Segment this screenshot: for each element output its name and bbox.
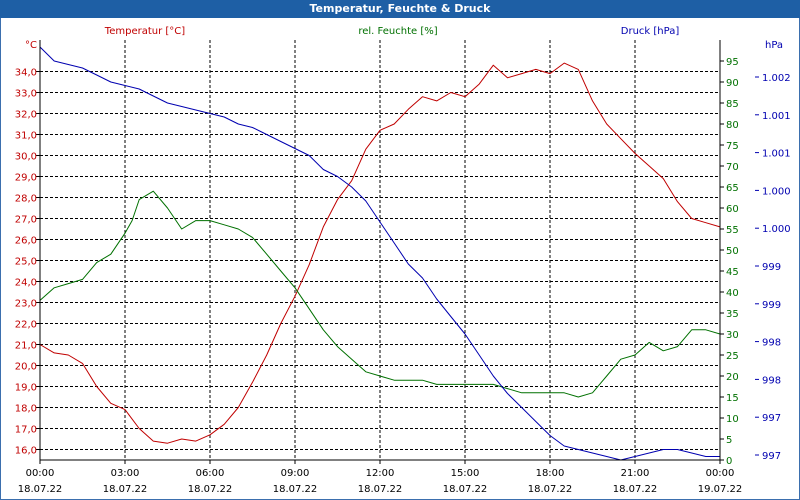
humidity-tick-label: 25 [726,351,739,362]
pressure-tick-label: 997 [762,451,781,462]
humidity-tick-label: 50 [726,246,739,257]
x-tick-date: 18.07.22 [358,484,403,495]
series-pressure-line [39,46,720,461]
x-tick-time: 18:00 [536,468,565,479]
x-tick-time: 15:00 [451,468,480,479]
x-tick-time: 06:00 [196,468,225,479]
x-tick-date: 18.07.22 [103,484,148,495]
temperature-tick-label: 33,0 [15,89,37,100]
humidity-tick-label: 45 [726,267,739,278]
humidity-tick-label: 0 [726,456,732,467]
x-tick-time: 09:00 [281,468,310,479]
pressure-tick-label: 1.001 [762,111,791,122]
pressure-unit-label: hPa [765,40,783,51]
temperature-tick-label: 16,0 [15,446,37,457]
humidity-tick-label: 30 [726,330,739,341]
pressure-tick-label: 999 [762,262,781,273]
x-tick-date: 18.07.22 [443,484,488,495]
pressure-tick-label: 998 [762,338,781,349]
x-tick-time: 00:00 [26,468,55,479]
x-tick-date: 18.07.22 [18,484,63,495]
x-tick-date: 18.07.22 [613,484,658,495]
temperature-tick-label: 23,0 [15,299,37,310]
x-tick-labels: 00:00 18.07.22 03:00 18.07.22 06:00 18.07.22 0… [18,460,743,495]
temperature-tick-label: 21,0 [15,341,37,352]
humidity-tick-label: 90 [726,78,739,89]
series-humidity-line [39,190,721,398]
temperature-tick-labels: 16,0 17,0 18,0 19,0 20,0 21,0 22,0 23,0 24,0 25,0… [15,68,40,457]
pressure-axis-title: Druck [hPa] [621,26,680,37]
humidity-tick-label: 20 [726,372,739,383]
x-tick-time: 03:00 [111,468,140,479]
humidity-tick-label: 80 [726,120,739,131]
temperature-tick-label: 25,0 [15,257,37,268]
humidity-tick-label: 15 [726,393,739,404]
temperature-tick-label: 20,0 [15,362,37,373]
pressure-tick-label: 997 [762,413,781,424]
temperature-unit-label: °C [25,40,37,51]
humidity-tick-label: 75 [726,141,739,152]
pressure-tick-label: 999 [762,300,781,311]
temperature-tick-label: 22,0 [15,320,37,331]
humidity-tick-label: 5 [726,435,732,446]
humidity-tick-label: 60 [726,204,739,215]
temperature-tick-label: 24,0 [15,278,37,289]
pressure-tick-label: 998 [762,375,781,386]
x-tick-date: 19.07.22 [698,484,743,495]
temperature-tick-label: 31,0 [15,131,37,142]
humidity-tick-labels: 0 5 10 15 20 25 30 35 40 45 50 55 60 65 70 75 80 85 90 95 [720,57,739,467]
temperature-tick-label: 32,0 [15,110,37,121]
temperature-tick-label: 18,0 [15,404,37,415]
humidity-tick-label: 35 [726,309,739,320]
window-title: Temperatur, Feuchte & Druck [0,0,800,18]
x-tick-date: 18.07.22 [273,484,318,495]
humidity-tick-label: 10 [726,414,739,425]
series-layer [39,46,721,461]
x-tick-date: 18.07.22 [188,484,233,495]
x-tick-time: 12:00 [366,468,395,479]
humidity-tick-label: 70 [726,162,739,173]
x-tick-date: 18.07.22 [528,484,573,495]
temperature-tick-label: 29,0 [15,173,37,184]
temperature-tick-label: 28,0 [15,194,37,205]
humidity-tick-label: 40 [726,288,739,299]
temperature-tick-label: 26,0 [15,236,37,247]
humidity-tick-label: 55 [726,225,739,236]
humidity-tick-label: 85 [726,99,739,110]
temperature-tick-label: 27,0 [15,215,37,226]
humidity-axis-title: rel. Feuchte [%] [358,26,437,37]
grid [40,40,720,460]
temperature-tick-label: 30,0 [15,152,37,163]
x-tick-time: 21:00 [621,468,650,479]
pressure-tick-label: 1.000 [762,224,791,235]
x-tick-time: 00:00 [706,468,735,479]
pressure-tick-label: 1.002 [762,73,791,84]
series-temperature-line [39,62,721,444]
humidity-tick-label: 95 [726,57,739,68]
pressure-tick-labels: 997 997 998 998 999 999 1.000 1.000 1.001 1.001 1.… [755,73,791,462]
pressure-tick-label: 1.000 [762,186,791,197]
temperature-tick-label: 19,0 [15,383,37,394]
humidity-tick-label: 65 [726,183,739,194]
temperature-tick-label: 17,0 [15,425,37,436]
temperature-tick-label: 34,0 [15,68,37,79]
temperature-axis-title: Temperatur [°C] [104,26,185,37]
pressure-tick-label: 1.001 [762,149,791,160]
